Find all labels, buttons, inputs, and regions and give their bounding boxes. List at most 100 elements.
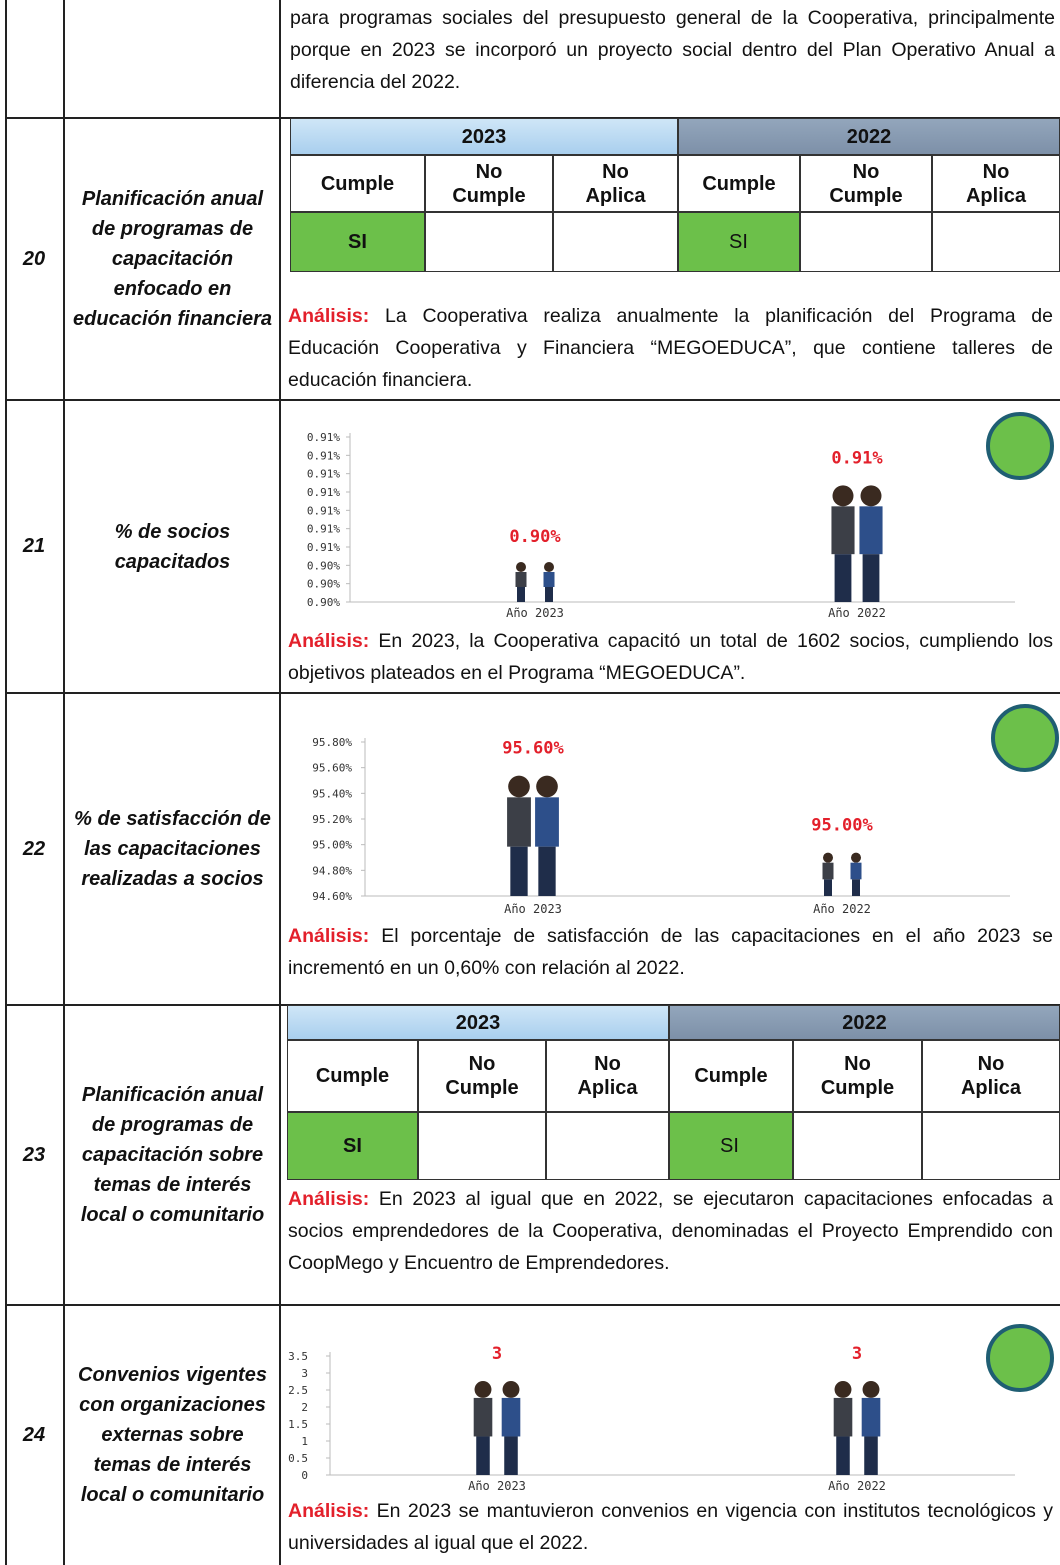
x-tick-label: Año 2023 (504, 902, 562, 916)
y-tick-label: 0.91% (307, 431, 340, 444)
y-tick-label: 95.00% (312, 839, 352, 852)
y-tick-label: 0.5 (288, 1452, 308, 1465)
paragraph: para programas sociales del presupuesto … (290, 7, 1055, 93)
answer-empty (800, 212, 932, 272)
row-number: 23 (22, 1143, 46, 1166)
column-header: No Aplica (932, 155, 1060, 212)
y-tick-label: 3.5 (288, 1350, 308, 1363)
answer: SI (287, 1112, 418, 1180)
value-label: 0.91% (831, 448, 883, 468)
y-tick-label: 0.91% (307, 449, 340, 462)
analysis-text: La Cooperativa realiza anualmente la pla… (288, 305, 1053, 391)
row-border (5, 399, 1060, 401)
x-tick-label: Año 2023 (468, 1479, 526, 1493)
column-header: No Cumple (425, 155, 553, 212)
analysis: Análisis: El porcentaje de satisfacción … (288, 920, 1053, 984)
y-tick-label: 95.60% (312, 762, 352, 775)
column-header: Cumple (287, 1040, 418, 1112)
column-header: No Cumple (793, 1040, 922, 1112)
y-tick-label: 94.80% (312, 864, 352, 877)
column-header: No Aplica (922, 1040, 1060, 1112)
column-header: No Cumple (800, 155, 932, 212)
indicator: % de satisfacción de las capacitaciones … (74, 808, 271, 890)
analysis-label: Análisis: (288, 1188, 370, 1210)
y-tick-label: 0.91% (307, 486, 340, 499)
y-tick-label: 2 (301, 1401, 308, 1414)
column-header: No Aplica (546, 1040, 669, 1112)
value-label: 3 (852, 1344, 862, 1364)
y-tick-label: 2.5 (288, 1384, 308, 1397)
y-tick-label: 0.90% (307, 596, 340, 609)
analysis-label: Análisis: (288, 1500, 370, 1522)
analysis-text: En 2023, la Cooperativa capacitó un tota… (288, 630, 1053, 684)
y-tick-label: 95.20% (312, 813, 352, 826)
row-number: 20 (22, 247, 46, 270)
year-header: 2022 (678, 118, 1060, 155)
x-tick-label: Año 2022 (828, 1479, 886, 1493)
year-header: 2022 (669, 1005, 1060, 1040)
column-header: No Aplica (553, 155, 678, 212)
y-tick-label: 95.80% (312, 736, 352, 749)
border (5, 0, 7, 1565)
answer-empty (793, 1112, 922, 1180)
y-tick-label: 0.91% (307, 523, 340, 536)
answer-empty (546, 1112, 669, 1180)
analysis-label: Análisis: (288, 305, 370, 327)
y-tick-label: 0.91% (307, 541, 340, 554)
indicator: Planificación anual de programas de capa… (73, 188, 272, 330)
value-label: 95.00% (811, 816, 873, 836)
status-indicator (986, 412, 1054, 480)
x-tick-label: Año 2022 (813, 902, 871, 916)
border (279, 0, 281, 1565)
answer: SI (678, 212, 800, 272)
figure-bar (515, 562, 555, 602)
figure-bar (831, 485, 883, 602)
status-indicator (986, 1324, 1054, 1392)
analysis-label: Análisis: (288, 925, 370, 947)
figure-bar (833, 1381, 881, 1475)
y-tick-label: 3 (301, 1367, 308, 1380)
y-tick-label: 0.90% (307, 559, 340, 572)
y-tick-label: 1 (301, 1435, 308, 1448)
column-header: Cumple (669, 1040, 793, 1112)
x-tick-label: Año 2022 (828, 606, 886, 620)
row-number: 24 (22, 1423, 46, 1446)
row-border (5, 692, 1060, 694)
value-label: 3 (492, 1344, 502, 1364)
value-label: 95.60% (502, 739, 564, 759)
answer-empty (425, 212, 553, 272)
y-tick-label: 1.5 (288, 1418, 308, 1431)
y-tick-label: 0 (301, 1469, 308, 1482)
row-number: 21 (22, 535, 46, 557)
year-header: 2023 (290, 118, 678, 155)
row-border (5, 1304, 1060, 1306)
indicator: % de socios capacitados (114, 520, 231, 573)
figure-bar (507, 775, 559, 896)
y-tick-label: 0.91% (307, 468, 340, 481)
figure-bar (822, 852, 862, 896)
analysis: Análisis: En 2023 se mantuvieron conveni… (288, 1495, 1053, 1559)
analysis-label: Análisis: (288, 630, 370, 652)
analysis-text: En 2023 se mantuvieron convenios en vige… (288, 1500, 1053, 1554)
status-indicator (991, 704, 1059, 772)
year-header: 2023 (287, 1005, 669, 1040)
border (63, 0, 65, 1565)
y-tick-label: 94.60% (312, 890, 352, 903)
row-number: 22 (22, 837, 46, 860)
y-tick-label: 0.90% (307, 578, 340, 591)
answer-empty (418, 1112, 546, 1180)
x-tick-label: Año 2023 (506, 606, 564, 620)
answer: SI (290, 212, 425, 272)
column-header: No Cumple (418, 1040, 546, 1112)
analysis: Análisis: En 2023, la Cooperativa capaci… (288, 625, 1053, 689)
analysis: Análisis: La Cooperativa realiza anualme… (288, 300, 1053, 396)
y-tick-label: 95.40% (312, 787, 352, 800)
y-tick-label: 0.91% (307, 504, 340, 517)
indicator: Convenios vigentes con organizaciones ex… (78, 1364, 267, 1506)
analysis-text: En 2023 al igual que en 2022, se ejecuta… (288, 1188, 1053, 1274)
answer-empty (553, 212, 678, 272)
answer: SI (669, 1112, 793, 1180)
answer-empty (932, 212, 1060, 272)
analysis-text: El porcentaje de satisfacción de las cap… (288, 925, 1054, 979)
